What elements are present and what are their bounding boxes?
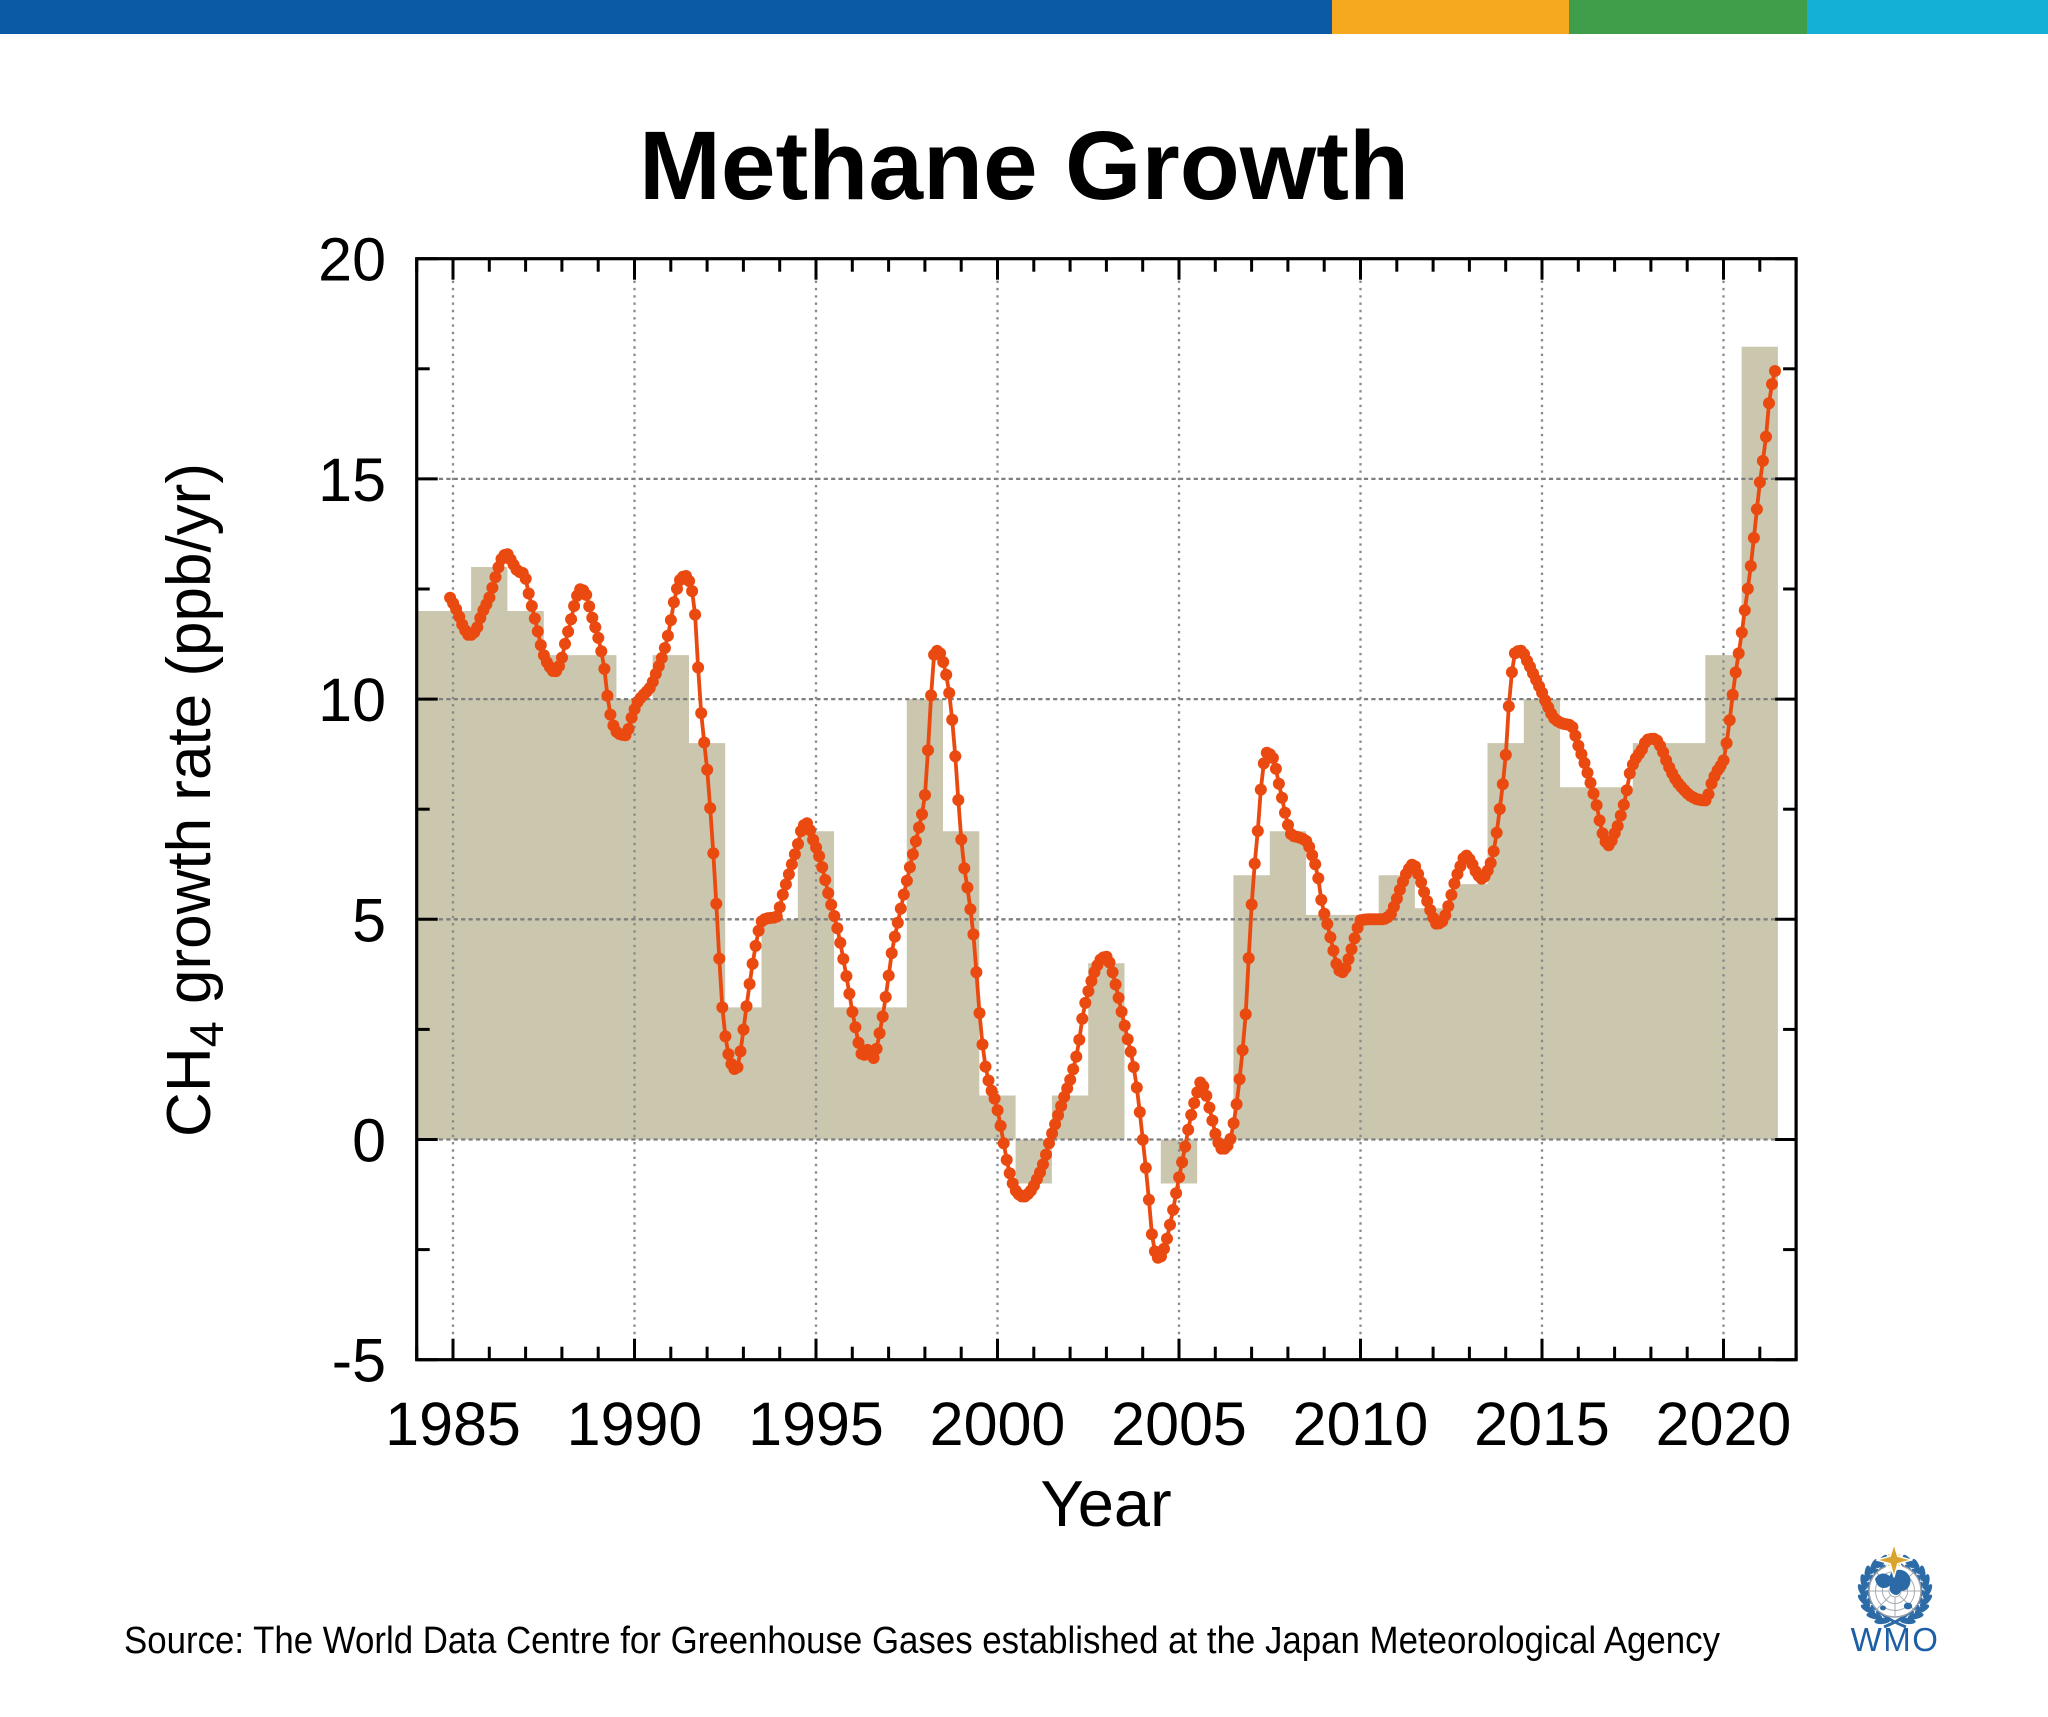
svg-text:-5: -5: [332, 1327, 386, 1395]
svg-text:2005: 2005: [1111, 1390, 1247, 1458]
svg-text:2015: 2015: [1474, 1390, 1610, 1458]
svg-text:Source: The World Data Centre: Source: The World Data Centre for Greenh…: [124, 1620, 1720, 1662]
svg-text:1995: 1995: [748, 1390, 884, 1458]
svg-text:2000: 2000: [930, 1390, 1066, 1458]
svg-text:5: 5: [352, 886, 386, 954]
svg-text:1985: 1985: [385, 1390, 521, 1458]
svg-text:Year: Year: [1040, 1467, 1171, 1540]
svg-text:Methane Growth: Methane Growth: [639, 111, 1409, 220]
svg-text:20: 20: [318, 226, 386, 294]
svg-text:10: 10: [318, 666, 386, 734]
svg-text:15: 15: [318, 446, 386, 514]
svg-text:2020: 2020: [1656, 1390, 1792, 1458]
svg-text:2010: 2010: [1293, 1390, 1429, 1458]
svg-text:WMO: WMO: [1851, 1621, 1940, 1658]
svg-text:1990: 1990: [567, 1390, 703, 1458]
svg-text:0: 0: [352, 1107, 386, 1175]
